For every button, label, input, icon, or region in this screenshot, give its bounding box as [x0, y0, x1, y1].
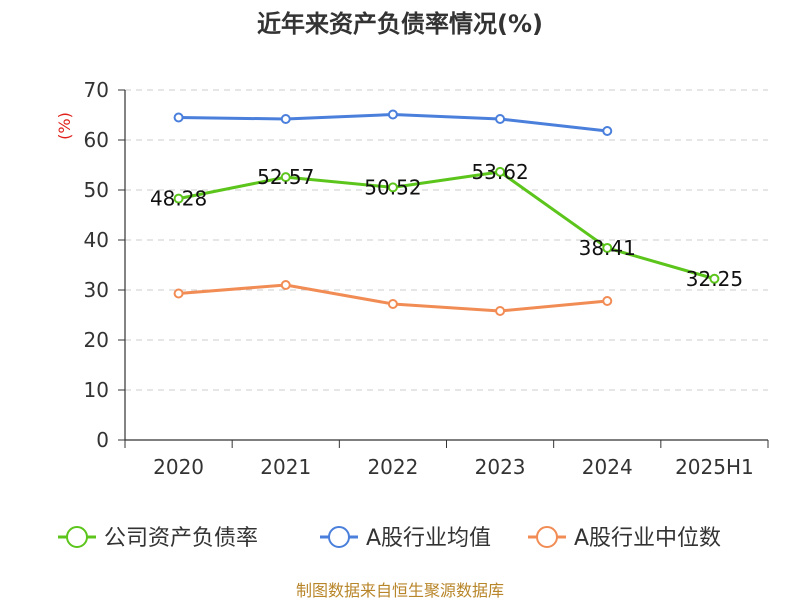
data-point[interactable]: [495, 166, 506, 177]
source-note: 制图数据来自恒生聚源数据库: [296, 581, 504, 600]
data-point[interactable]: [280, 172, 291, 183]
data-label: 50.52: [364, 175, 421, 199]
data-point[interactable]: [602, 296, 613, 306]
data-label: 32.25: [686, 267, 743, 291]
y-axis-label: (%): [55, 112, 74, 140]
data-point[interactable]: [709, 273, 720, 284]
y-tick-label: 30: [84, 278, 109, 302]
x-tick-label: 2024: [582, 455, 633, 479]
x-tick-label: 2022: [367, 455, 418, 479]
data-point[interactable]: [387, 182, 398, 193]
data-point[interactable]: [173, 112, 184, 123]
axes: 0 10 20 30 40 50 60 70 2020 2021 2022 2023 2024 2025H…: [84, 78, 769, 479]
data-point[interactable]: [173, 288, 184, 299]
y-tick-label: 10: [84, 378, 109, 402]
y-tick-label: 20: [84, 328, 109, 352]
y-tick-label: 60: [84, 128, 109, 152]
x-tick-label: 2020: [153, 455, 204, 479]
legend-marker: [66, 526, 88, 548]
series-line-0: [178, 170, 715, 281]
y-tick-label: 50: [84, 178, 109, 202]
legend[interactable]: 公司资产负债率 A股行业均值 A股行业中位数: [58, 526, 721, 551]
data-point[interactable]: [387, 299, 398, 309]
data-point[interactable]: [173, 193, 184, 204]
y-tick-label: 70: [84, 78, 109, 102]
legend-marker: [536, 526, 558, 548]
data-point[interactable]: [602, 242, 613, 253]
data-label: 38.41: [579, 236, 636, 260]
data-point[interactable]: [602, 126, 613, 136]
data-point[interactable]: [495, 306, 506, 316]
data-label: 52.57: [257, 165, 314, 189]
legend-label: A股行业中位数: [574, 526, 721, 551]
legend-item-1[interactable]: A股行业均值: [320, 526, 491, 551]
legend-label: 公司资产负债率: [104, 526, 258, 551]
legend-item-0[interactable]: 公司资产负债率: [58, 526, 258, 551]
x-tick-label: 2021: [260, 455, 311, 479]
x-tick-label: 2023: [475, 455, 526, 479]
series-lines: [173, 109, 720, 316]
data-point[interactable]: [280, 114, 291, 124]
data-label: 48.28: [150, 187, 207, 211]
y-tick-label: 40: [84, 228, 109, 252]
x-tick-label: 2025H1: [675, 455, 754, 479]
data-point[interactable]: [495, 114, 506, 124]
data-point[interactable]: [387, 109, 398, 120]
data-labels: 48.28 52.57 50.52 53.62 38.41 32.25: [150, 160, 743, 291]
legend-item-2[interactable]: A股行业中位数: [528, 526, 721, 551]
chart-title: 近年来资产负债率情况(%): [257, 10, 543, 38]
data-label: 53.62: [471, 160, 528, 184]
gridlines: [125, 89, 768, 391]
y-tick-label: 0: [96, 428, 109, 452]
legend-label: A股行业均值: [366, 526, 491, 551]
legend-marker: [328, 526, 350, 548]
data-point[interactable]: [280, 280, 291, 290]
